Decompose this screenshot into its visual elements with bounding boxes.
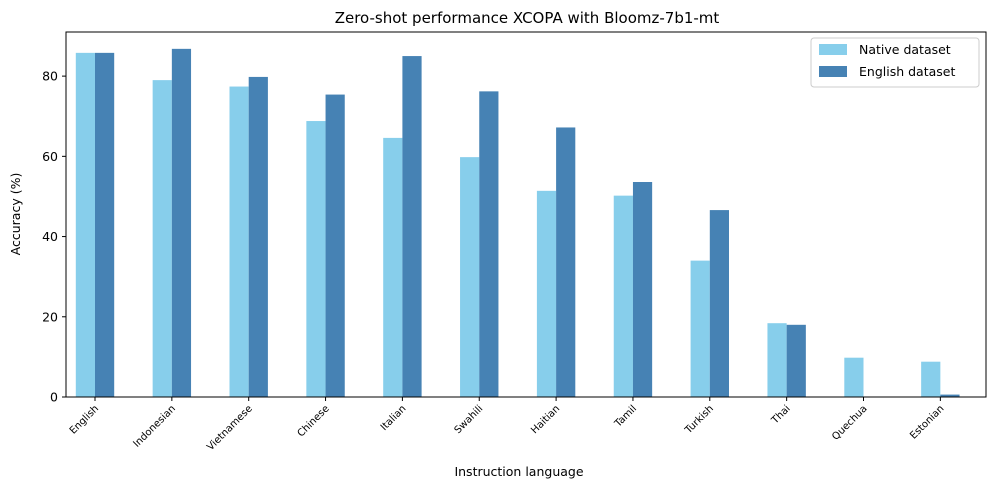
bar-english-vietnamese	[248, 76, 268, 398]
legend-swatch-english	[819, 66, 847, 77]
bar-native-estonian	[921, 361, 941, 397]
bar-native-indonesian	[152, 80, 172, 397]
bar-native-chinese	[306, 121, 326, 397]
x-tick-label: Quechua	[830, 403, 869, 442]
legend: Native dataset English dataset	[810, 37, 980, 88]
bar-native-thai	[767, 323, 787, 397]
x-tick-label: Tamil	[612, 403, 639, 430]
legend-swatch-native	[819, 44, 847, 55]
x-tick-label: Chinese	[296, 403, 332, 439]
x-tick-label: Turkish	[683, 403, 716, 436]
bar-native-vietnamese	[229, 86, 249, 398]
bar-native-turkish	[690, 260, 710, 397]
x-tick-label: Indonesian	[132, 403, 178, 449]
y-tick-label: 80	[42, 69, 58, 84]
bar-native-swahili	[460, 157, 480, 397]
bar-native-haitian	[536, 190, 557, 397]
bar-english-chinese	[325, 94, 345, 397]
bar-english-swahili	[479, 91, 499, 398]
bar-english-tamil	[632, 182, 653, 397]
bar-native-english	[75, 52, 95, 398]
x-tick-label: Italian	[379, 403, 409, 433]
y-tick-label: 40	[42, 229, 58, 244]
x-tick-label: Estonian	[908, 403, 946, 441]
bars-group	[75, 48, 960, 398]
y-tick-label: 60	[42, 149, 58, 164]
plot-frame	[65, 31, 987, 398]
bar-english-estonian	[940, 394, 960, 397]
bar-english-english	[95, 52, 115, 398]
bar-english-haitian	[556, 127, 576, 398]
x-tick-label: Vietnamese	[205, 403, 255, 453]
x-tick-label: Swahili	[453, 403, 486, 436]
bar-english-italian	[402, 56, 422, 397]
y-axis-label: Accuracy (%)	[8, 173, 23, 256]
bar-native-tamil	[613, 195, 633, 397]
y-tick-label: 20	[42, 309, 58, 324]
y-axis-ticks: 0 20 40 60 80	[42, 69, 66, 405]
x-axis-ticks: English Indonesian Vietnamese Chinese Italia…	[68, 397, 946, 453]
bar-native-italian	[383, 137, 403, 397]
y-tick-label: 0	[50, 390, 58, 405]
legend-frame	[810, 37, 980, 88]
x-tick-label: Thai	[769, 403, 793, 427]
legend-label-native: Native dataset	[859, 42, 951, 57]
x-tick-label: English	[68, 403, 101, 436]
bar-english-thai	[786, 324, 806, 397]
bar-english-indonesian	[171, 48, 192, 397]
chart-title: Zero-shot performance XCOPA with Bloomz-…	[335, 9, 720, 27]
x-axis-label: Instruction language	[454, 464, 583, 479]
bar-english-turkish	[709, 210, 729, 397]
legend-label-english: English dataset	[859, 64, 955, 79]
bar-native-quechua	[844, 357, 864, 397]
x-tick-label: Haitian	[529, 403, 562, 436]
